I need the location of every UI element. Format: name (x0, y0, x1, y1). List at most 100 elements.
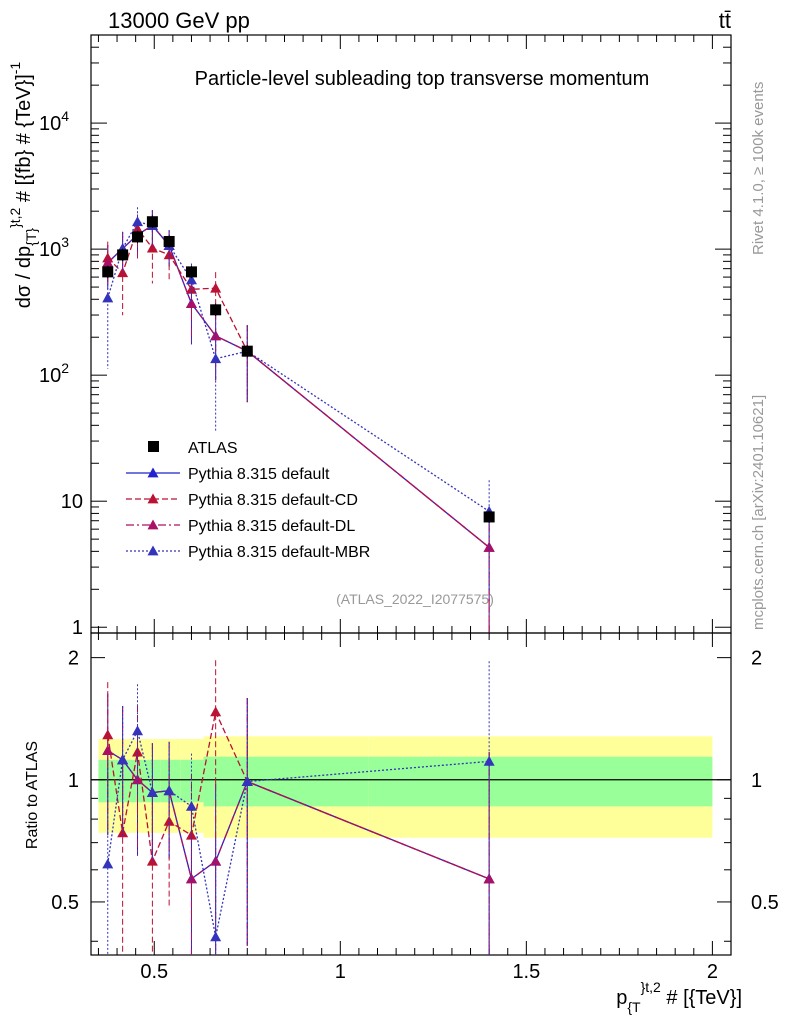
ratio-y-axis-label: Ratio to ATLAS (24, 741, 41, 849)
ratio-series-3 (102, 661, 495, 955)
atlas-marker (185, 266, 197, 278)
series-2 (102, 210, 495, 633)
ratio-marker (102, 858, 114, 869)
main-y-tick-exponent: 4 (61, 108, 69, 124)
x-tick-label: 2 (707, 961, 718, 983)
energy-label: 13000 GeV pp (108, 8, 250, 33)
ratio-line (107, 729, 490, 938)
ratio-marker (241, 776, 253, 786)
legend-label: Pythia 8.315 default-DL (188, 518, 355, 535)
ratio-panel: 0.5 1 1.5 2 0.5 0.5 1 1 2 2 Ratio to ATLAS (24, 632, 779, 983)
ratio-y-tick-label: 0.5 (51, 892, 79, 914)
analysis-id-label: (ATLAS_2022_I2077575) (336, 591, 494, 607)
legend-label: Pythia 8.315 default-MBR (188, 544, 370, 561)
atlas-marker (117, 249, 129, 261)
atlas-marker (210, 304, 222, 316)
series-line (107, 220, 490, 512)
ylabel-sub: {T} (23, 228, 39, 246)
ratio-band-inner (231, 756, 369, 807)
main-y-tick-label: 104 (39, 108, 69, 135)
series-marker (132, 216, 144, 227)
legend-label: Pythia 8.315 default-CD (188, 492, 358, 509)
legend-marker (147, 493, 159, 504)
ratio-line (107, 750, 490, 880)
xlabel-sub: {T (627, 999, 641, 1015)
ratio-marker (117, 827, 129, 838)
ratio-marker (185, 800, 197, 811)
ratio-series-layer (102, 660, 495, 955)
ratio-band-inner (98, 759, 116, 803)
legend-marker (147, 545, 159, 556)
legend-marker (147, 519, 159, 530)
series-marker (210, 353, 222, 364)
ratio-panel-frame (90, 632, 732, 956)
ratio-marker (132, 746, 144, 757)
series-marker (146, 242, 158, 253)
series-marker (102, 257, 114, 268)
series-1 (102, 214, 495, 633)
ratio-marker (146, 787, 158, 797)
series-0 (102, 210, 495, 633)
ratio-uncertainty-bands (91, 736, 731, 838)
ratio-marker (163, 815, 175, 826)
main-y-tick-exponent: 2 (61, 360, 69, 376)
main-y-tick-exponent: 3 (61, 234, 69, 250)
xlabel-units: # [{TeV}] (661, 987, 742, 1009)
mcplots-label: mcplots.cern.ch [arXiv:2401.10621] (750, 395, 767, 630)
main-panel-frame (90, 34, 732, 634)
ratio-marker (210, 931, 222, 942)
xlabel-sup: }t,2 (641, 979, 661, 995)
atlas-marker (146, 216, 158, 228)
ratio-y-tick-label: 1 (68, 770, 79, 792)
x-tick-label: 1 (335, 961, 346, 983)
rivet-version-label: Rivet 4.1.0, ≥ 100k events (750, 82, 767, 255)
ratio-marker (102, 745, 114, 756)
ylabel-sup: }t,2 (7, 207, 23, 227)
ratio-band-inner (203, 756, 232, 807)
main-y-tick-label: 103 (39, 234, 69, 261)
ratio-axis-ticks: 0.5 1 1.5 2 0.5 0.5 1 1 2 2 (51, 633, 779, 983)
main-axis-ticks: 1 10 102 103 104 (39, 34, 731, 639)
ratio-y-tick-label: 2 (68, 648, 79, 670)
atlas-marker (483, 511, 495, 523)
ylabel-units-sup: -1 (7, 62, 23, 75)
atlas-marker (132, 231, 144, 243)
atlas-marker (241, 345, 253, 357)
ratio-marker (163, 785, 175, 796)
chart-title: Particle-level subleading top transverse… (195, 68, 650, 90)
ratio-marker (132, 725, 144, 736)
x-axis-label: p{T}t,2 # [{TeV}] (616, 979, 742, 1015)
ratio-marker (210, 706, 222, 717)
ratio-y-tick-label-right: 1 (751, 770, 762, 792)
series-marker (483, 541, 495, 552)
ratio-band-inner (180, 759, 204, 803)
legend-label: Pythia 8.315 default (188, 466, 330, 483)
x-tick-label: 0.5 (140, 961, 168, 983)
ratio-marker (132, 774, 144, 785)
series-marker (210, 282, 222, 293)
legend-label-atlas: ATLAS (188, 440, 238, 457)
xlabel-text: p (616, 987, 627, 1009)
main-y-tick-label: 102 (39, 360, 69, 387)
legend-marker (147, 467, 159, 478)
main-y-tick-label: 10 (61, 491, 83, 513)
main-y-tick-label: 1 (72, 617, 83, 639)
series-marker (102, 292, 114, 303)
atlas-marker (102, 266, 114, 278)
series-marker (210, 330, 222, 341)
ratio-y-tick-label-right: 0.5 (751, 892, 779, 914)
legend-marker-atlas (148, 441, 159, 452)
x-tick-label: 1.5 (512, 961, 540, 983)
ylabel-text: dσ / dp (13, 246, 35, 308)
process-label: tt̄ (719, 8, 731, 33)
main-panel: 1 10 102 103 104 Particle-level subleading t… (7, 34, 732, 639)
main-series-layer (102, 207, 495, 633)
atlas-marker (163, 235, 175, 247)
ratio-marker (117, 754, 129, 765)
series-marker (185, 298, 197, 308)
main-y-axis-label: dσ / dp{T}}t,2 # [{fb} # {TeV}]-1 (7, 62, 39, 309)
ratio-marker (483, 755, 495, 766)
legend: ATLAS Pythia 8.315 default Pythia 8.315 de… (126, 440, 370, 561)
ratio-y-tick-label-right: 2 (751, 648, 762, 670)
